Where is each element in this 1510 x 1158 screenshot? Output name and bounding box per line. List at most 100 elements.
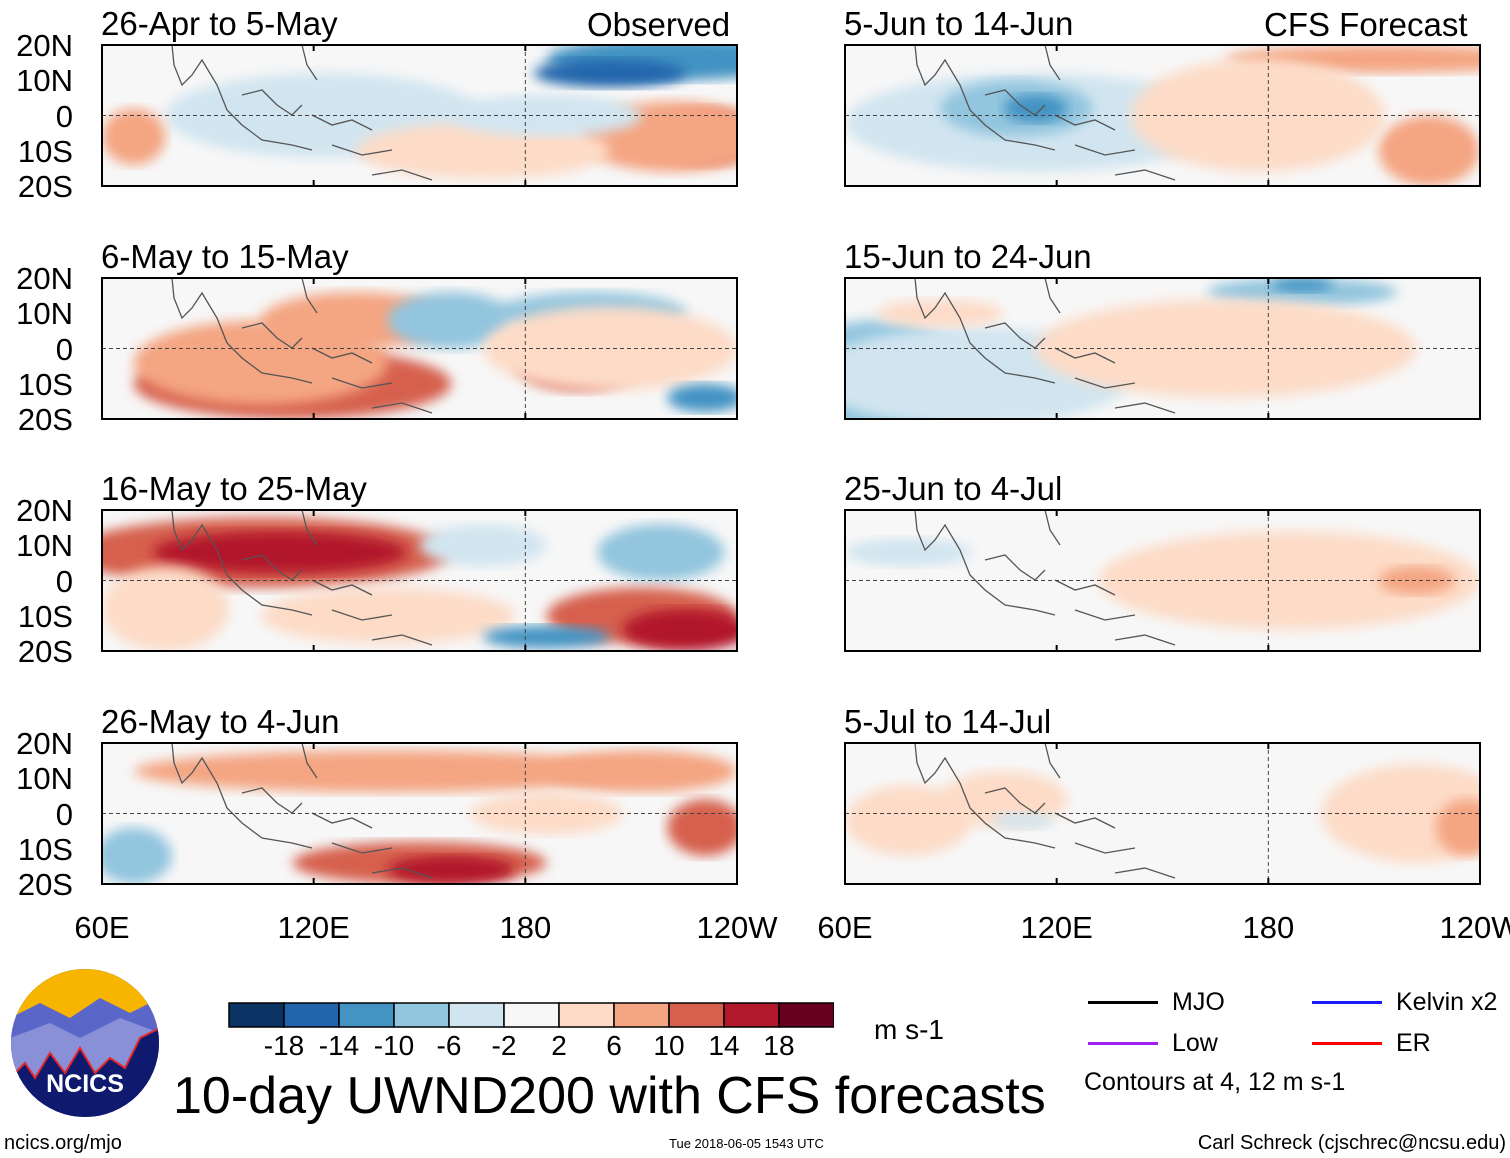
panel-title: 25-Jun to 4-Jul [844,470,1063,507]
x-tick-label: 180 [1242,910,1295,945]
panel-title: 26-May to 4-Jun [101,703,340,740]
anomaly-region [152,531,407,574]
anomaly-region [667,383,738,412]
colorbar-label: -10 [373,1030,415,1061]
panel-frame [844,509,1481,652]
y-tick-label: 0 [55,331,73,367]
anomaly-region [533,59,687,88]
y-tick-label: 0 [55,563,73,599]
panel-frame [844,44,1481,187]
anomaly-region [845,538,972,567]
panel-frame [101,509,738,652]
colorbar-swatch [393,1002,450,1028]
anomaly-region [419,524,547,567]
colorbar-label: 10 [653,1030,685,1061]
panel-frame [844,277,1481,420]
colorbar-swatch [613,1002,670,1028]
figure-title: 10-day UWND200 with CFS forecasts [173,1067,1046,1125]
y-tick-label: 10S [17,598,73,634]
y-tick-label: 20S [17,169,73,204]
colorbar-swatch [338,1002,395,1028]
y-tick-label: 20N [16,493,73,528]
panel-title: 15-Jun to 24-Jun [844,238,1092,275]
colorbar-label: 14 [708,1030,740,1061]
anomaly-region [1378,115,1480,186]
colorbar-label: 2 [551,1030,567,1061]
legend-label: MJO [1172,988,1225,1016]
y-tick-label: 10N [16,528,73,564]
anomaly-region [597,524,725,581]
map-panel [844,742,1481,885]
coastline [914,742,1176,879]
ncics-logo: NCICS [11,969,159,1117]
coastline [914,509,1176,646]
map-panel [101,44,738,187]
column-header-observed: Observed [587,6,731,43]
legend-label: ER [1396,1029,1431,1057]
colorbar-swatch [778,1002,834,1028]
legend-line-mjo [1088,1001,1158,1004]
map-panel [101,509,738,652]
map-panel [101,742,738,885]
legend-line-er [1312,1042,1382,1045]
anomaly-region [356,122,610,179]
legend-label: Low [1172,1029,1218,1057]
legend-label: Kelvin x2 [1396,988,1498,1016]
y-tick-label: 20S [17,634,73,669]
y-tick-label: 10S [17,133,73,169]
legend-line-kelvin-x2 [1312,1001,1382,1004]
y-tick-label: 20N [16,28,73,63]
panel-frame [844,742,1481,885]
y-tick-label: 10S [17,831,73,867]
y-tick-label: 20S [17,867,73,902]
colorbar-label: -6 [436,1030,462,1061]
colorbar-label: 6 [606,1030,622,1061]
anomaly-region [546,750,737,793]
footer-author: Carl Schreck (cjschrec@ncsu.edu) [1197,1132,1506,1154]
y-tick-label: 20N [16,726,73,761]
colorbar [228,1002,834,1028]
x-tick-label: 120E [1020,910,1093,945]
y-tick-label: 20N [16,261,73,296]
coastline [171,44,433,181]
x-tick-label: 120E [277,910,350,945]
colorbar-units: m s-1 [874,1014,944,1045]
anomaly-region [133,750,642,793]
map-panel [844,44,1481,187]
colorbar-label: -18 [263,1030,305,1061]
y-tick-label: 0 [55,796,73,832]
map-panel [844,277,1481,420]
panel-frame [101,44,738,187]
colorbar-swatch [448,1002,505,1028]
anomaly-region [991,812,1055,830]
x-tick-label: 120W [1439,910,1510,945]
colorbar-label: -14 [318,1030,360,1061]
colorbar-label: -2 [491,1030,517,1061]
y-tick-label: 10N [16,63,73,99]
y-tick-label: 20S [17,402,73,437]
anomaly-region [1270,278,1334,293]
panel-frame [101,742,738,885]
logo-text: NCICS [46,1070,124,1098]
anomaly-region [387,292,515,349]
y-tick-label: 10N [16,761,73,797]
contour-note: Contours at 4, 12 m s-1 [1084,1068,1346,1096]
anomaly-region [483,625,610,649]
anomaly-region [876,299,1004,328]
colorbar-swatch [723,1002,780,1028]
x-tick-label: 120W [696,910,778,945]
colorbar-swatch [558,1002,615,1028]
panel-title: 5-Jul to 14-Jul [844,703,1052,740]
y-tick-label: 10S [17,366,73,402]
anomaly-region [845,785,972,856]
panel-title: 16-May to 25-May [101,470,367,507]
anomaly-region [1130,59,1385,172]
anomaly-region [387,855,515,884]
map-panel [101,277,738,420]
anomaly-region [1206,278,1398,307]
x-tick-label: 60E [817,910,873,945]
coastline [171,277,433,414]
colorbar-swatch [668,1002,725,1028]
footer-url[interactable]: ncics.org/mjo [4,1132,122,1154]
